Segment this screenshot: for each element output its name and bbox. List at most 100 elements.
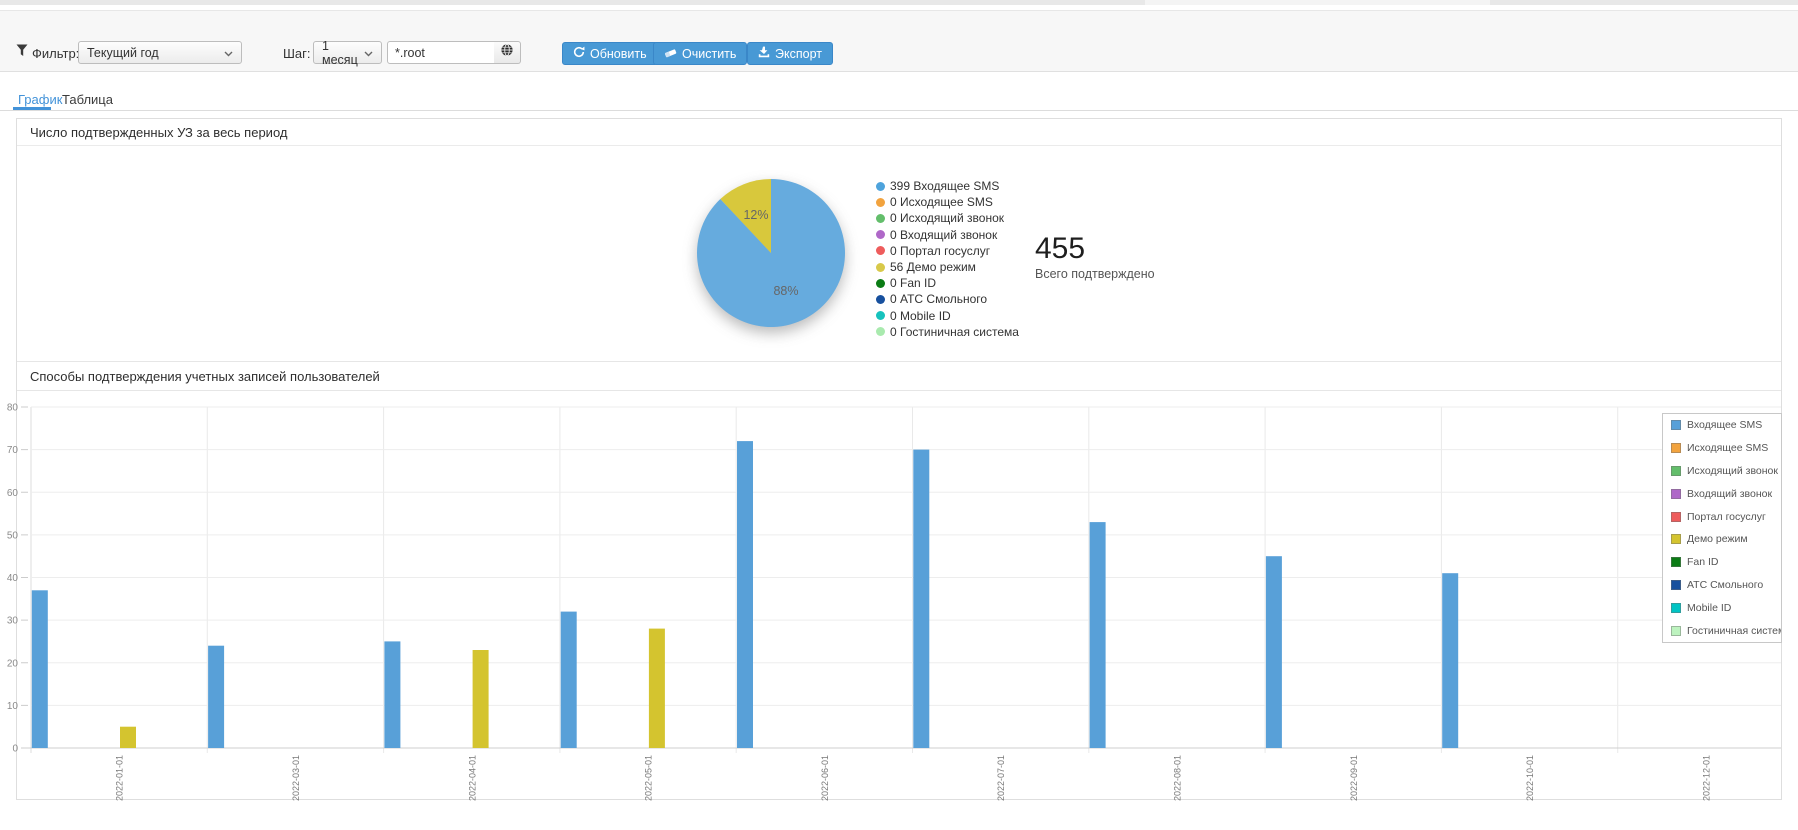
pie-legend-item[interactable]: 399 Входящее SMS: [876, 178, 1019, 194]
step-label: Шаг:: [283, 46, 311, 61]
legend-dot: [876, 213, 885, 223]
pie-legend-item[interactable]: 0 Входящий звонок: [876, 227, 1019, 243]
pie-legend-item[interactable]: 0 Mobile ID: [876, 308, 1019, 324]
globe-icon: [500, 43, 514, 62]
bar-legend-item[interactable]: Портал госуслуг: [1663, 505, 1781, 528]
eraser-icon: [664, 46, 677, 61]
pie-legend-label: 0 Входящий звонок: [890, 227, 998, 242]
bar-Входящее SMS[interactable]: [1089, 522, 1106, 748]
bar-legend-label: Демо режим: [1687, 533, 1748, 546]
pie-legend-item[interactable]: 0 АТС Смольного: [876, 291, 1019, 307]
pie-legend-label: 399 Входящее SMS: [890, 179, 1000, 194]
pie-legend-label: 0 Исходящее SMS: [890, 195, 993, 210]
pie-legend-label: 56 Демо режим: [890, 260, 976, 275]
export-button[interactable]: Экспорт: [747, 42, 833, 65]
clear-button[interactable]: Очистить: [653, 42, 748, 65]
chevron-down-icon: [224, 46, 233, 60]
bar-Демо режим[interactable]: [648, 628, 665, 748]
clear-button-label: Очистить: [682, 46, 737, 61]
legend-swatch: [1671, 534, 1681, 545]
y-axis-label: 50: [7, 530, 19, 541]
bar-Входящее SMS[interactable]: [208, 645, 225, 748]
bar-legend-label: Входящее SMS: [1687, 419, 1763, 432]
bar-Входящее SMS[interactable]: [1442, 573, 1459, 748]
pie-legend-label: 0 АТС Смольного: [890, 292, 988, 307]
legend-dot: [876, 278, 885, 288]
pie-slice-label: 88%: [773, 284, 798, 298]
chevron-down-icon: [364, 46, 373, 60]
tab-table[interactable]: Таблица: [62, 92, 113, 107]
window-edge-artifact: [0, 0, 1145, 5]
bar-chart-legend: Входящее SMS Исходящее SMS Исходящий звоно…: [1662, 413, 1782, 643]
legend-dot: [876, 311, 885, 321]
pie-legend-item[interactable]: 0 Гостиничная система: [876, 324, 1019, 340]
filter-label: Фильтр:: [32, 46, 80, 61]
legend-dot: [876, 181, 885, 191]
y-axis-label: 0: [12, 744, 18, 755]
bar-legend-item[interactable]: Mobile ID: [1663, 596, 1781, 619]
bar-legend-item[interactable]: Исходящее SMS: [1663, 437, 1781, 460]
pie-legend: 399 Входящее SMS 0 Исходящее SMS 0 Исходящ…: [876, 178, 1019, 340]
bar-legend-label: Fan ID: [1687, 556, 1719, 569]
pie-section-title: Число подтвержденных УЗ за весь период: [17, 119, 1781, 146]
pie-legend-label: 0 Портал госуслуг: [890, 243, 991, 258]
x-axis-label: 2022-03-01: [291, 755, 301, 801]
total-confirmed: 455 Всего подтверждено: [1035, 232, 1155, 282]
step-select-value: 1 месяц: [322, 38, 358, 67]
bar-legend-item[interactable]: Входящее SMS: [1663, 414, 1781, 437]
bar-Входящее SMS[interactable]: [384, 641, 401, 748]
bar-legend-item[interactable]: АТС Смольного: [1663, 574, 1781, 597]
bar-legend-item[interactable]: Исходящий звонок: [1663, 460, 1781, 483]
bar-legend-item[interactable]: Fan ID: [1663, 551, 1781, 574]
y-axis-label: 60: [7, 488, 19, 499]
filter-select-value: Текущий год: [87, 45, 159, 60]
total-confirmed-value: 455: [1035, 232, 1086, 265]
legend-swatch: [1671, 443, 1681, 454]
legend-dot: [876, 197, 885, 207]
tabs-divider: [0, 110, 1798, 111]
bar-section-title: Способы подтверждения учетных записей по…: [17, 361, 1781, 391]
pie-legend-item[interactable]: 56 Демо режим: [876, 259, 1019, 275]
bar-Демо режим[interactable]: [472, 650, 489, 748]
active-tab-underline: [13, 107, 51, 110]
pie-slice[interactable]: [697, 179, 846, 327]
bar-legend-item[interactable]: Входящий звонок: [1663, 482, 1781, 505]
bar-legend-label: Гостиничная система: [1687, 624, 1781, 637]
pie-legend-item[interactable]: 0 Портал госуслуг: [876, 243, 1019, 259]
legend-swatch: [1671, 602, 1681, 613]
bar-Входящее SMS[interactable]: [913, 449, 930, 748]
bar-legend-item[interactable]: Демо режим: [1663, 528, 1781, 551]
x-axis-label: 2022-10-01: [1525, 755, 1535, 801]
pie-slice[interactable]: [720, 179, 771, 253]
refresh-button-label: Обновить: [590, 46, 647, 61]
bar-legend-label: Исходящий звонок: [1687, 464, 1778, 477]
filter-select[interactable]: Текущий год: [78, 41, 242, 64]
pie-legend-label: 0 Гостиничная система: [890, 324, 1019, 339]
bar-Входящее SMS[interactable]: [560, 611, 577, 748]
y-axis-label: 20: [7, 658, 19, 669]
pie-legend-label: 0 Исходящий звонок: [890, 211, 1004, 226]
pie-legend-item[interactable]: 0 Fan ID: [876, 275, 1019, 291]
pie-legend-item[interactable]: 0 Исходящий звонок: [876, 210, 1019, 226]
legend-dot: [876, 327, 885, 337]
pie-legend-item[interactable]: 0 Исходящее SMS: [876, 194, 1019, 210]
filter-icon: [16, 44, 28, 62]
pattern-input[interactable]: *.root: [387, 41, 495, 64]
tab-graph[interactable]: График: [18, 92, 63, 107]
bar-legend-item[interactable]: Гостиничная система: [1663, 619, 1781, 642]
globe-button[interactable]: [494, 41, 521, 64]
x-axis-label: 2022-01-01: [115, 755, 125, 801]
y-axis-label: 30: [7, 616, 19, 627]
bar-Демо режим[interactable]: [120, 726, 136, 748]
legend-dot: [876, 294, 885, 304]
step-select[interactable]: 1 месяц: [313, 38, 382, 67]
bar-chart: 0 10 20 30 40 50 60 70 80 2022-01-01 2022-03-01 202…: [7, 403, 1781, 801]
x-axis-label: 2022-04-01: [467, 755, 477, 801]
bar-Входящее SMS[interactable]: [737, 441, 753, 748]
bar-Входящее SMS[interactable]: [1265, 556, 1282, 748]
refresh-button[interactable]: Обновить: [562, 42, 658, 65]
pie-legend-label: 0 Mobile ID: [890, 308, 951, 323]
legend-swatch: [1671, 488, 1681, 499]
legend-swatch: [1671, 625, 1681, 636]
bar-Входящее SMS[interactable]: [31, 590, 48, 748]
